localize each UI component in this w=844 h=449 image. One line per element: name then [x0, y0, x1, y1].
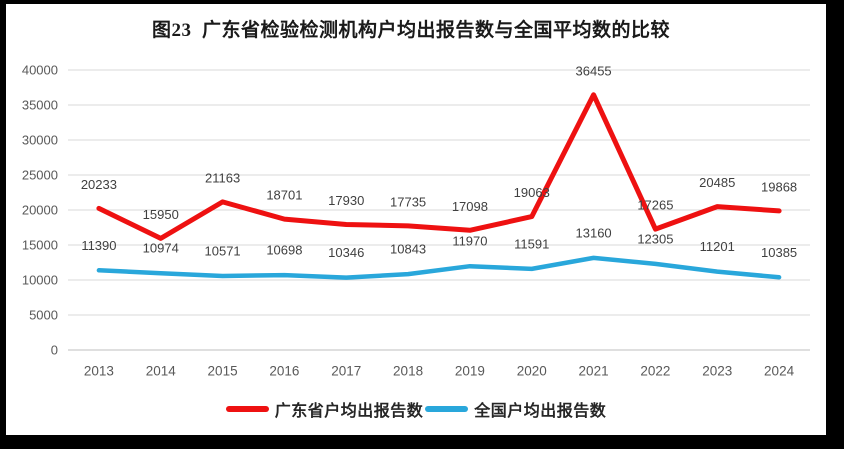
x-tick-label: 2013 — [84, 364, 114, 379]
data-label: 17735 — [390, 194, 426, 209]
chart-legend: 广东省户均出报告数 全国户均出报告数 — [6, 397, 826, 421]
data-label: 11201 — [700, 239, 735, 254]
y-tick-label: 0 — [51, 343, 58, 358]
y-tick-label: 35000 — [22, 98, 58, 113]
legend-line-swatch — [225, 406, 269, 412]
x-tick-label: 2021 — [579, 364, 609, 379]
data-label: 12305 — [637, 231, 673, 246]
x-tick-label: 2019 — [455, 364, 485, 379]
series-line-1 — [96, 255, 782, 280]
y-tick-label: 20000 — [22, 203, 58, 218]
data-label: 10385 — [761, 245, 797, 260]
x-tick-label: 2020 — [517, 364, 547, 379]
x-tick-label: 2018 — [393, 364, 423, 379]
plot-area: 0 5000 10000 15000 20000 25000 30000 35000 40000… — [22, 63, 810, 379]
data-label: 20485 — [699, 175, 735, 190]
legend-line-swatch — [425, 406, 469, 412]
data-label: 15950 — [143, 207, 179, 222]
y-tick-label: 5000 — [29, 308, 58, 323]
x-tick-label: 2014 — [146, 364, 177, 379]
data-label: 17930 — [328, 193, 364, 208]
series-line-0 — [96, 92, 782, 241]
legend-label: 广东省户均出报告数 — [274, 403, 424, 420]
data-label: 19063 — [514, 185, 550, 200]
data-label: 10843 — [390, 242, 426, 257]
chart-canvas: 图23 广东省检验检测机构户均出报告数与全国平均数的比较 0 5000 10000 1… — [6, 4, 826, 435]
data-label: 11390 — [81, 238, 116, 253]
x-tick-label: 2016 — [269, 364, 299, 379]
data-label: 10974 — [143, 241, 179, 256]
data-label: 10698 — [266, 243, 302, 258]
data-label: 17265 — [637, 198, 673, 213]
data-label: 11591 — [514, 236, 549, 251]
y-tick-label: 40000 — [22, 63, 58, 78]
y-tick-label: 15000 — [22, 238, 58, 253]
data-label: 18701 — [266, 188, 302, 203]
y-tick-label: 25000 — [22, 168, 58, 183]
data-label: 36455 — [576, 63, 612, 78]
data-label: 19868 — [761, 179, 797, 194]
legend-label: 全国户均出报告数 — [474, 403, 607, 420]
data-label: 21163 — [205, 170, 240, 185]
x-tick-label: 2017 — [331, 364, 361, 379]
x-tick-label: 2022 — [640, 364, 670, 379]
x-tick-label: 2023 — [702, 364, 732, 379]
y-tick-label: 30000 — [22, 133, 58, 148]
data-label: 17098 — [452, 199, 488, 214]
data-label: 13160 — [576, 225, 612, 240]
data-label: 11970 — [452, 234, 487, 249]
chart-title: 图23 广东省检验检测机构户均出报告数与全国平均数的比较 — [151, 20, 670, 41]
legend-item-1: 全国户均出报告数 — [425, 397, 606, 421]
legend-item-0: 广东省户均出报告数 — [225, 397, 424, 421]
y-tick-label: 10000 — [22, 273, 58, 288]
x-tick-label: 2024 — [764, 364, 795, 379]
data-label: 10346 — [328, 245, 364, 260]
x-tick-label: 2015 — [208, 364, 238, 379]
data-label: 20233 — [81, 177, 117, 192]
data-label: 10571 — [205, 244, 241, 259]
